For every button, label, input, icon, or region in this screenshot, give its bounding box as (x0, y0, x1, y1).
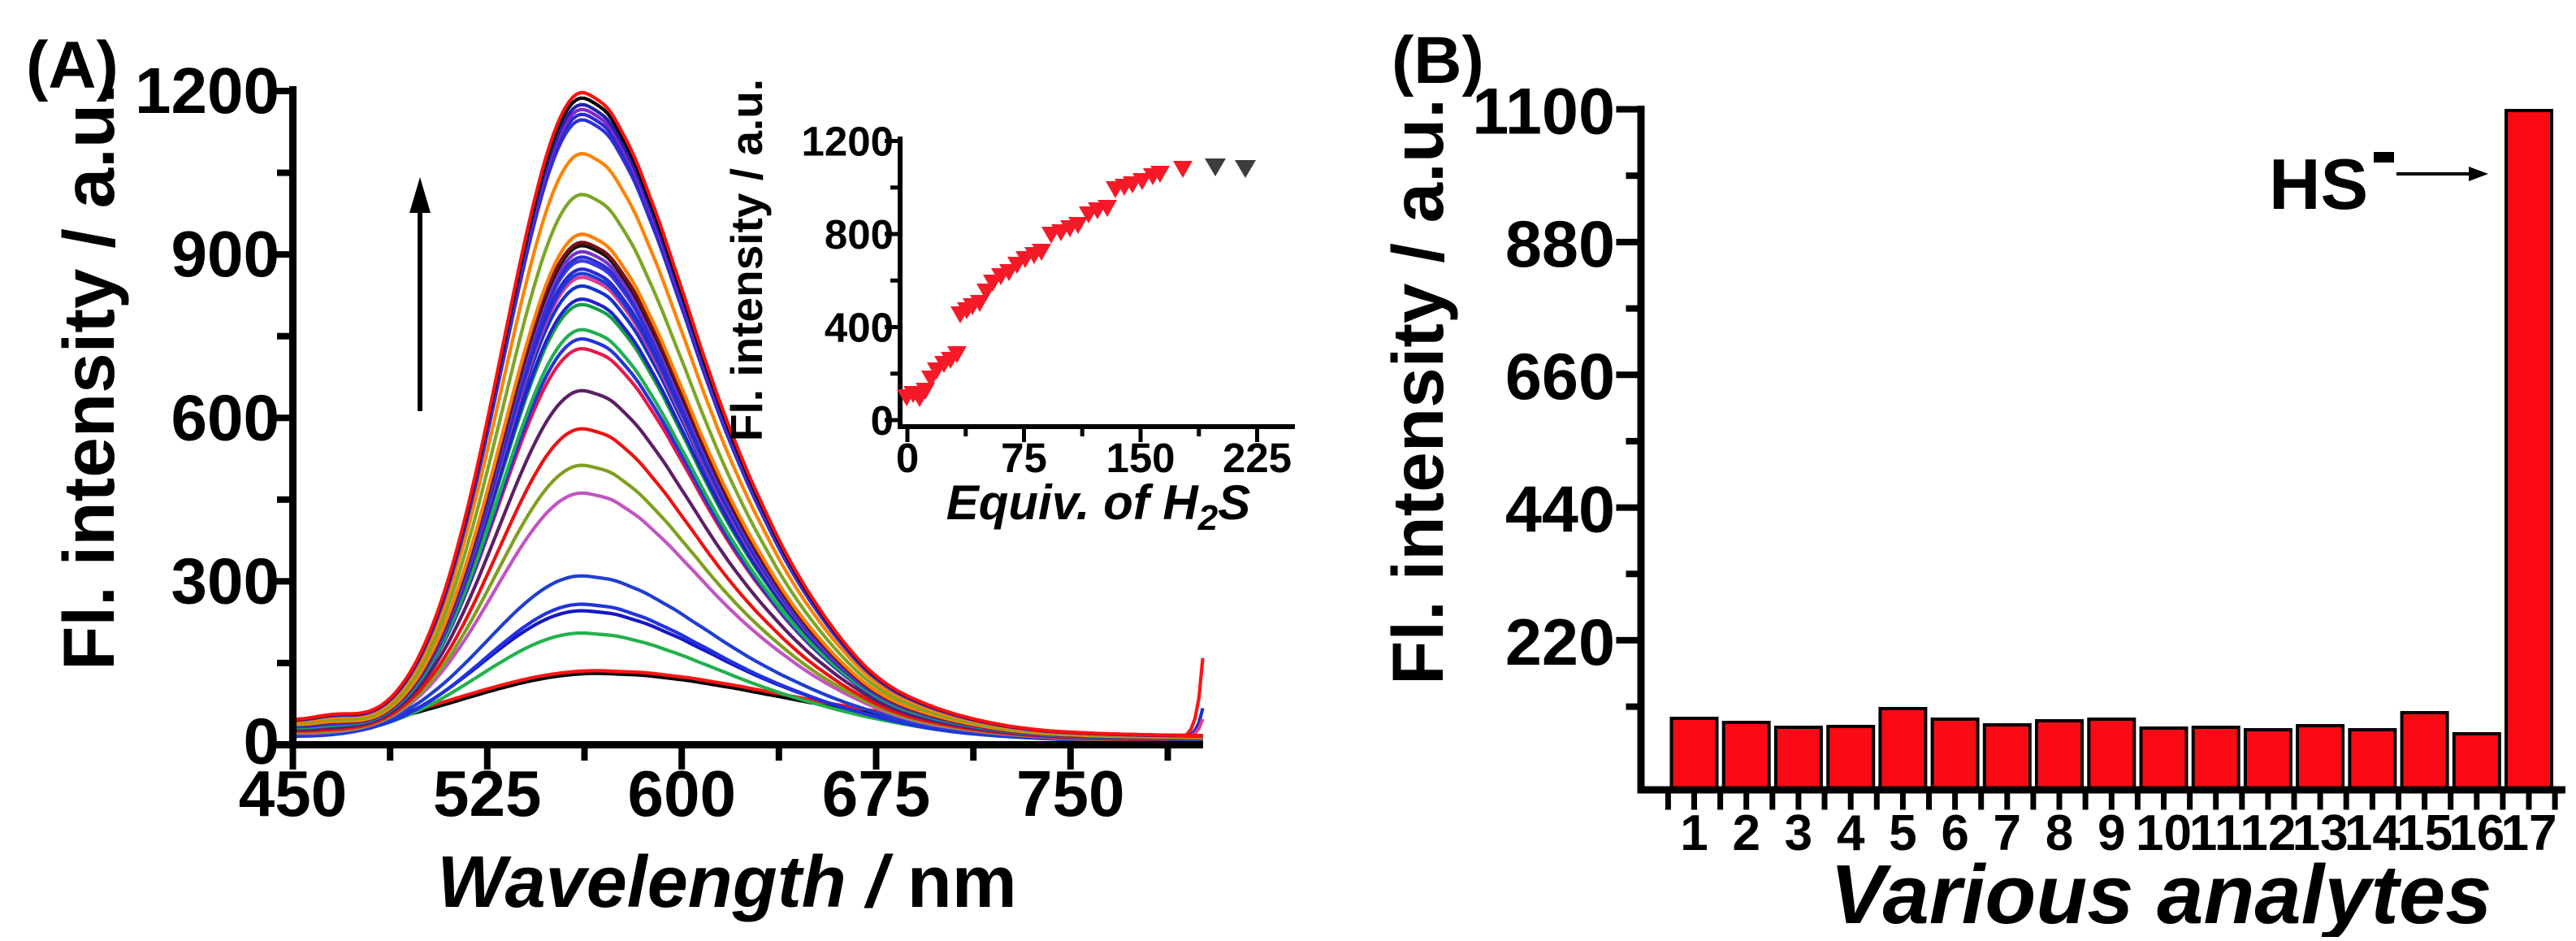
svg-text:7: 7 (1994, 805, 2021, 861)
svg-text:675: 675 (822, 757, 930, 830)
svg-text:400: 400 (825, 305, 894, 351)
svg-text:Fl. intensity / a.u.: Fl. intensity / a.u. (48, 84, 129, 670)
svg-text:Wavelength / nm: Wavelength / nm (437, 842, 1016, 923)
svg-text:6: 6 (1941, 805, 1968, 861)
svg-text:1100: 1100 (1472, 76, 1615, 149)
svg-text:14: 14 (2344, 805, 2401, 861)
svg-text:17: 17 (2501, 805, 2557, 861)
svg-text:600: 600 (171, 381, 279, 453)
svg-text:880: 880 (1505, 208, 1615, 281)
svg-text:(B): (B) (1392, 24, 1484, 98)
svg-text:(A): (A) (26, 28, 119, 102)
svg-text:450: 450 (239, 757, 347, 830)
svg-text:12: 12 (2240, 805, 2296, 861)
svg-text:660: 660 (1505, 340, 1615, 414)
svg-text:440: 440 (1505, 474, 1615, 547)
svg-text:0: 0 (871, 397, 894, 444)
svg-text:0: 0 (896, 435, 919, 481)
svg-text:Various analytes: Various analytes (1830, 848, 2492, 937)
svg-text:750: 750 (1016, 757, 1124, 830)
svg-text:600: 600 (627, 757, 735, 830)
svg-text:1200: 1200 (802, 119, 894, 165)
svg-text:5: 5 (1889, 805, 1916, 861)
svg-text:Fl. intensity / a.u.: Fl. intensity / a.u. (721, 79, 772, 441)
svg-text:16: 16 (2448, 805, 2505, 861)
svg-text:1: 1 (1680, 805, 1708, 861)
svg-text:150: 150 (1106, 435, 1175, 481)
svg-text:4: 4 (1837, 805, 1865, 861)
svg-text:13: 13 (2292, 805, 2349, 861)
svg-text:3: 3 (1785, 805, 1812, 861)
svg-text:525: 525 (433, 757, 541, 830)
svg-text:15: 15 (2396, 805, 2453, 861)
svg-text:10: 10 (2136, 805, 2192, 861)
svg-text:11: 11 (2189, 805, 2243, 861)
svg-text:220: 220 (1505, 606, 1615, 679)
svg-text:2: 2 (1732, 805, 1760, 861)
svg-text:225: 225 (1223, 435, 1292, 481)
svg-text:Fl. intensity / a.u.: Fl. intensity / a.u. (1377, 98, 1458, 685)
svg-text:HS: HS (2269, 144, 2368, 224)
svg-text:9: 9 (2098, 805, 2125, 861)
svg-text:75: 75 (1001, 435, 1047, 481)
svg-text:900: 900 (171, 218, 279, 290)
svg-text:1200: 1200 (135, 54, 279, 127)
svg-text:800: 800 (825, 211, 894, 258)
svg-text:0: 0 (244, 705, 280, 778)
svg-text:300: 300 (171, 544, 279, 617)
svg-text:8: 8 (2046, 805, 2073, 861)
